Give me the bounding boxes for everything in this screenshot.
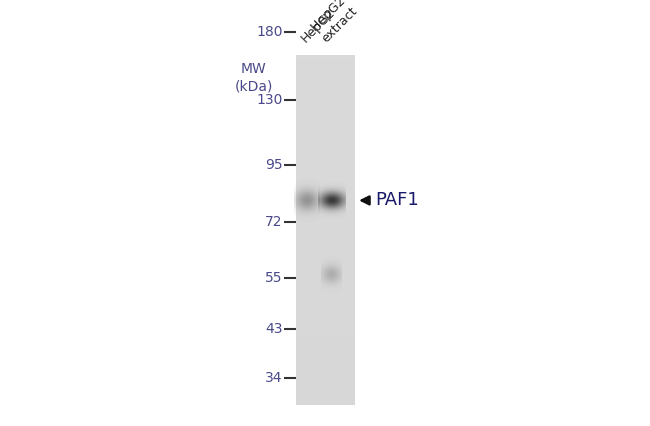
Text: HepG2 nuclear
extract: HepG2 nuclear extract	[309, 0, 395, 45]
Text: 43: 43	[265, 322, 283, 337]
Text: 55: 55	[265, 271, 283, 285]
Text: HepG2: HepG2	[298, 6, 337, 45]
Text: 180: 180	[256, 25, 283, 39]
Text: MW
(kDa): MW (kDa)	[234, 62, 273, 93]
Text: 95: 95	[265, 158, 283, 172]
Text: 34: 34	[265, 371, 283, 385]
Text: 72: 72	[265, 215, 283, 229]
Text: 130: 130	[256, 92, 283, 106]
Text: PAF1: PAF1	[376, 191, 419, 210]
